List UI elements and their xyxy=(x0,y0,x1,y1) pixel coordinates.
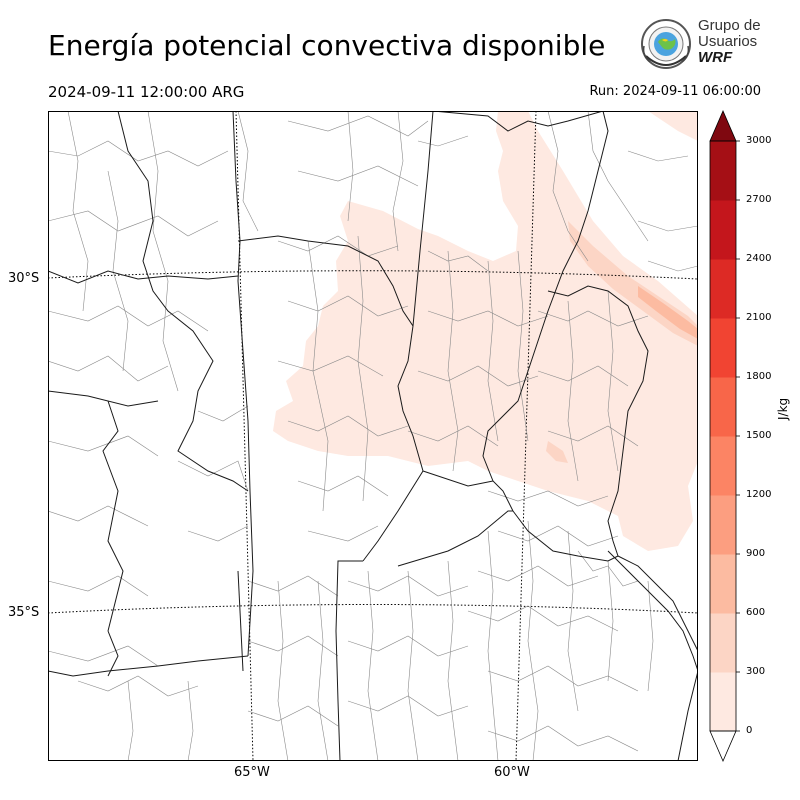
colorbar-extend-min xyxy=(709,730,737,762)
colorbar-tick-label: 2100 xyxy=(746,312,772,323)
colorbar-bin xyxy=(710,259,736,319)
colorbar-bin xyxy=(710,200,736,260)
colorbar-bin xyxy=(710,318,736,378)
coastline xyxy=(607,550,698,761)
colorbar-extend-max xyxy=(709,110,737,142)
cape-map xyxy=(48,111,698,761)
colorbar-tick-label: 2400 xyxy=(746,253,772,264)
colorbar-tick-label: 3000 xyxy=(746,135,772,146)
colorbar-bin xyxy=(710,613,736,673)
run-time: Run: 2024-09-11 06:00:00 xyxy=(589,84,761,99)
logo-line-1: Grupo de xyxy=(698,17,761,34)
lon-label-65w: 65°W xyxy=(234,765,270,780)
colorbar-bin xyxy=(710,495,736,555)
lon-label-60w: 60°W xyxy=(494,765,530,780)
lat-label-35s: 35°S xyxy=(8,605,40,620)
cape-shading xyxy=(273,111,698,551)
logo-line-3: WRF xyxy=(698,49,733,66)
colorbar-bin xyxy=(710,141,736,201)
map-frame xyxy=(48,111,698,761)
colorbar-tick-label: 1500 xyxy=(746,430,772,441)
colorbar-tick-label: 1200 xyxy=(746,489,772,500)
colorbar-bin xyxy=(710,377,736,437)
graticule xyxy=(48,111,698,761)
province-boundaries xyxy=(48,111,698,761)
colorbar xyxy=(709,110,740,762)
colorbar-bin xyxy=(710,436,736,496)
colorbar-bin xyxy=(710,554,736,614)
colorbar-tick-label: 600 xyxy=(746,607,766,618)
colorbar-unit-label: J/kg xyxy=(776,397,790,420)
colorbar-tick-label: 0 xyxy=(746,725,753,736)
colorbar-tick-label: 2700 xyxy=(746,194,772,205)
wrf-users-seal-icon xyxy=(641,19,691,69)
department-boundaries xyxy=(48,111,698,761)
colorbar-bin xyxy=(710,672,736,732)
lat-label-30s: 30°S xyxy=(8,271,40,286)
colorbar-tick-label: 300 xyxy=(746,666,766,677)
cape-shading-600 xyxy=(638,286,698,339)
colorbar-tick-label: 1800 xyxy=(746,371,772,382)
colorbar-tick-label: 900 xyxy=(746,548,766,559)
map-title: Energía potencial convectiva disponible xyxy=(48,29,606,62)
wrf-logo: Grupo de Usuarios WRF xyxy=(638,16,761,72)
valid-time: 2024-09-11 12:00:00 ARG xyxy=(48,83,245,101)
logo-line-2: Usuarios xyxy=(698,33,758,50)
